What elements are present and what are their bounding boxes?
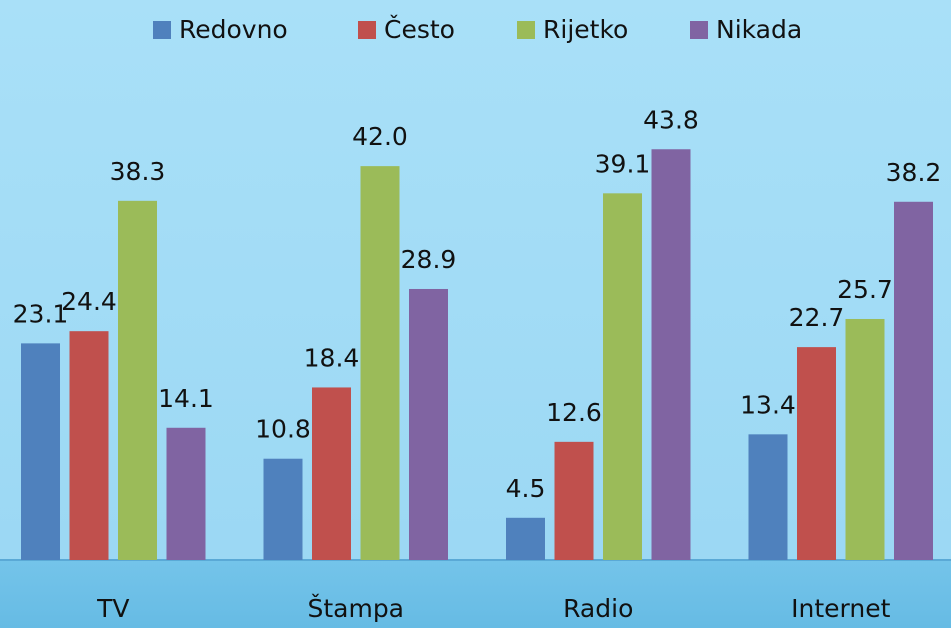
legend-swatch [358, 21, 376, 39]
legend-swatch [153, 21, 171, 39]
data-label: 25.7 [837, 275, 893, 304]
x-tick-label: Radio [563, 594, 633, 623]
legend-label: Redovno [179, 15, 288, 44]
data-label: 38.2 [886, 158, 942, 187]
bar [748, 434, 788, 560]
bar [797, 347, 836, 560]
data-label: 24.4 [61, 287, 117, 316]
bar [894, 201, 933, 560]
bar [409, 288, 448, 560]
bar [166, 427, 206, 560]
legend-label: Često [384, 14, 455, 44]
data-label: 22.7 [789, 303, 845, 332]
bar [21, 343, 60, 560]
data-label: 4.5 [506, 474, 546, 503]
legend-label: Nikada [716, 15, 802, 44]
legend-label: Rijetko [543, 15, 628, 44]
data-label: 10.8 [255, 415, 311, 444]
legend-swatch [517, 21, 535, 39]
bar [263, 458, 303, 560]
bar [845, 318, 885, 560]
bar [506, 517, 545, 560]
bar [651, 149, 691, 560]
data-label: 28.9 [401, 245, 457, 274]
data-label: 18.4 [304, 343, 360, 372]
data-label: 14.1 [158, 384, 214, 413]
bar [312, 387, 351, 560]
x-tick-label: Štampa [307, 593, 404, 623]
data-label: 23.1 [13, 299, 69, 328]
legend-swatch [690, 21, 708, 39]
data-label: 39.1 [595, 149, 651, 178]
x-tick-label: TV [96, 594, 129, 623]
bar [118, 200, 157, 560]
x-tick-label: Internet [791, 594, 890, 623]
data-label: 43.8 [643, 105, 699, 134]
data-label: 38.3 [110, 157, 166, 186]
data-label: 42.0 [352, 122, 408, 151]
bar [69, 331, 109, 560]
data-label: 13.4 [740, 390, 796, 419]
bar [603, 193, 642, 560]
data-label: 12.6 [546, 398, 602, 427]
bar [554, 441, 594, 560]
category-band [0, 560, 951, 628]
bar [360, 166, 400, 560]
